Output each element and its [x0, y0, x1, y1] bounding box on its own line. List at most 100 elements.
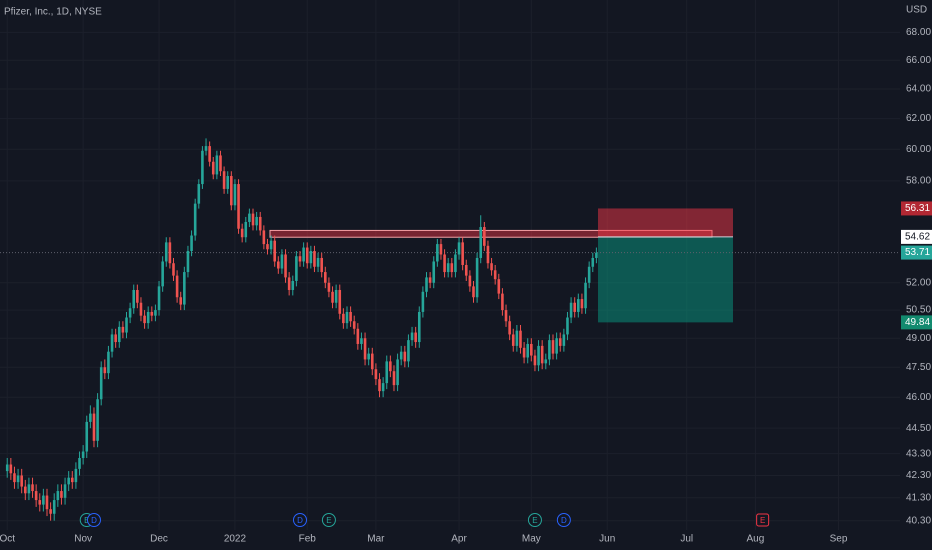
- candle-body: [215, 155, 219, 175]
- candle-body: [295, 256, 298, 281]
- candle-body: [399, 351, 403, 360]
- axes: 68.00 66.00 64.00 62.00 60.00 58.00 52.00 50.50…: [0, 27, 932, 545]
- candle-body: [179, 297, 183, 305]
- y-tick-label: 47.50: [906, 362, 931, 373]
- candle-body: [464, 264, 468, 276]
- candle-body: [352, 321, 356, 329]
- candle-body: [407, 340, 410, 362]
- candle-body: [508, 321, 511, 335]
- candle-body: [370, 353, 374, 370]
- candle-body: [164, 242, 168, 262]
- event-marker: [86, 513, 101, 527]
- y-tick-label: 58.00: [906, 175, 931, 186]
- candle-body: [208, 146, 211, 162]
- candle-body: [486, 245, 490, 264]
- candle-body: [143, 315, 146, 324]
- candle-body: [85, 421, 89, 452]
- event-marker: [527, 513, 542, 527]
- candle-body: [248, 213, 251, 222]
- drawings: [0, 208, 900, 323]
- candle-body: [24, 486, 27, 494]
- y-tick-label: 40.30: [906, 515, 931, 526]
- candle-body: [291, 280, 295, 290]
- candle-body: [74, 468, 78, 483]
- candle-body: [349, 311, 352, 322]
- candle-body: [211, 161, 215, 175]
- candle-body: [27, 484, 31, 494]
- event-label: E: [84, 516, 89, 525]
- candle-body: [475, 257, 479, 298]
- candle-body: [258, 216, 262, 231]
- candle-body: [392, 371, 396, 386]
- candle-body: [548, 340, 551, 360]
- candle-body: [385, 361, 389, 384]
- candle-body: [233, 184, 237, 206]
- y-tick-label: 68.00: [906, 27, 931, 38]
- x-tick-label: Oct: [0, 534, 15, 545]
- event-label: E: [760, 516, 765, 525]
- candle-body: [555, 338, 558, 354]
- candle-body: [280, 254, 284, 269]
- candle-body: [396, 359, 399, 386]
- candle-body: [558, 338, 562, 346]
- candle-body: [157, 286, 161, 311]
- candle-body: [515, 330, 519, 346]
- candle-body: [569, 302, 573, 318]
- y-tick-label: 42.30: [906, 470, 931, 481]
- candle-body: [461, 242, 464, 265]
- price-tag: [901, 229, 932, 244]
- y-tick-label: 64.00: [906, 84, 931, 95]
- candle-body: [313, 251, 316, 267]
- candle-body: [436, 244, 439, 262]
- y-tick-label: 46.00: [906, 392, 931, 403]
- target-zone: [598, 236, 733, 323]
- candle-body: [533, 355, 537, 366]
- candle-body: [193, 203, 197, 236]
- candles: [5, 138, 598, 521]
- candle-body: [52, 500, 56, 514]
- event-label: D: [297, 516, 303, 525]
- candle-body: [222, 171, 226, 189]
- candle-body: [287, 277, 291, 290]
- y-tick-label: 50.50: [906, 305, 931, 316]
- candle-body: [595, 252, 598, 258]
- candle-body: [255, 216, 258, 226]
- y-tick-label: 49.00: [906, 333, 931, 344]
- candle-body: [150, 311, 154, 316]
- candle-body: [378, 379, 381, 392]
- candle-body: [367, 353, 370, 360]
- candle-body: [49, 509, 52, 514]
- candle-body: [128, 308, 132, 318]
- event-marker: [321, 513, 336, 527]
- candle-body: [403, 351, 407, 362]
- candle-body: [34, 491, 38, 501]
- candle-body: [81, 451, 85, 458]
- candle-body: [269, 240, 273, 250]
- y-tick-label: 43.30: [906, 448, 931, 459]
- candle-body: [175, 275, 179, 298]
- candle-body: [501, 293, 504, 311]
- event-marker: [293, 513, 307, 527]
- candle-body: [573, 302, 576, 312]
- candle-body: [522, 347, 526, 358]
- price-tag: [901, 315, 932, 330]
- y-tick-label: 66.00: [906, 55, 931, 66]
- candle-body: [266, 244, 269, 250]
- event-marker: [756, 513, 770, 527]
- x-tick-label: Nov: [74, 534, 92, 545]
- candle-body: [305, 247, 309, 264]
- candle-body: [490, 263, 493, 271]
- candle-body: [146, 311, 150, 324]
- candle-body: [468, 275, 472, 287]
- candle-body: [132, 289, 136, 309]
- candle-body: [530, 343, 533, 356]
- candle-body: [302, 247, 305, 262]
- candle-body: [428, 277, 432, 283]
- candle-body: [526, 343, 530, 358]
- event-label: D: [561, 516, 567, 525]
- x-tick-label: Jun: [599, 534, 615, 545]
- x-tick-label: Sep: [830, 534, 848, 545]
- candle-body: [331, 291, 334, 303]
- candle-body: [334, 289, 338, 303]
